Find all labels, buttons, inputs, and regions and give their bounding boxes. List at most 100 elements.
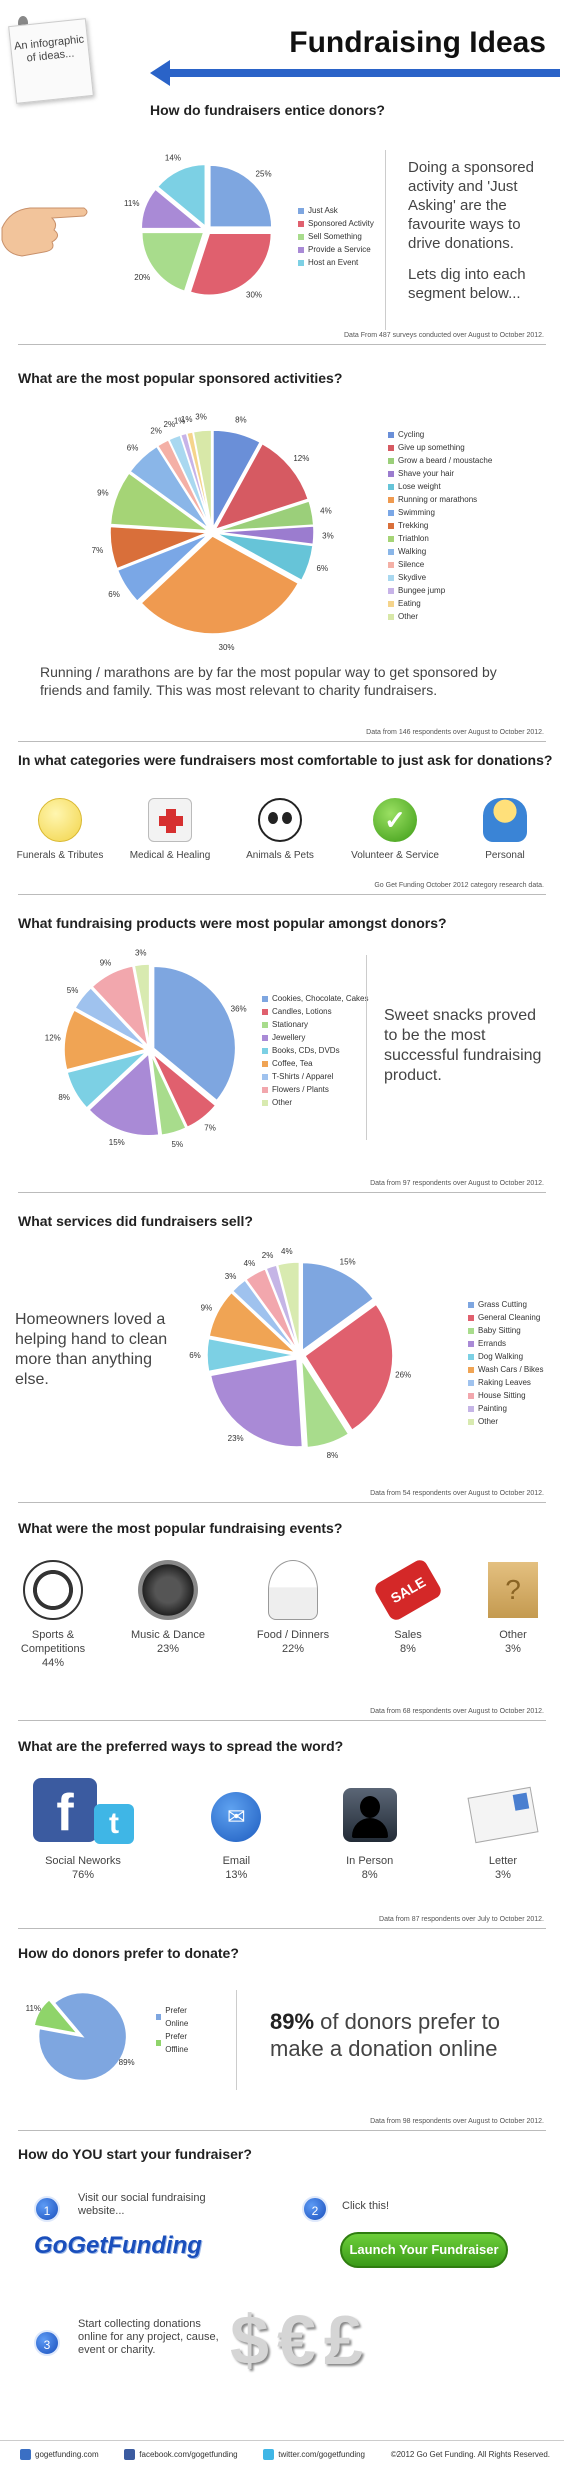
legend-swatch (262, 1034, 268, 1041)
legend-label: House Sitting (478, 1391, 526, 1400)
pound-icon: £ (323, 2301, 363, 2379)
dollar-icon: $ (230, 2301, 269, 2379)
footer-facebook[interactable]: facebook.com/gogetfunding (124, 2449, 238, 2460)
s6-source: Data from 68 respondents over August to … (370, 1708, 544, 1715)
pie-label: 4% (244, 1259, 256, 1268)
pie-slice (303, 1303, 394, 1432)
legend-item: Flowers / Plants (262, 1083, 369, 1096)
s9-question: How do YOU start your fundraiser? (18, 2146, 252, 2162)
s4-question: What fundraising products were most popu… (18, 915, 447, 931)
legend-item: Dog Walking (468, 1350, 544, 1363)
s5-pie: 15% 26% 8% 23% 6% 9% 3% 4% 2% 4% (189, 1247, 411, 1460)
channel-label: Email (222, 1855, 251, 1867)
pie-slice (109, 525, 209, 570)
step-3-text: Start collecting donations online for an… (78, 2318, 219, 2356)
launch-fundraiser-button[interactable]: Launch Your Fundraiser (340, 2232, 508, 2268)
first-aid-icon (148, 798, 192, 842)
legend-swatch (298, 259, 304, 266)
title-bar (168, 69, 560, 77)
person-icon (483, 798, 527, 842)
legend-item: Trekking (388, 519, 492, 532)
legend-label: Triathlon (398, 534, 429, 543)
footer-twitter-label[interactable]: twitter.com/gogetfunding (278, 2450, 365, 2459)
legend-swatch (156, 2040, 162, 2046)
legend-swatch (388, 496, 394, 503)
legend-item: Running or marathons (388, 493, 492, 506)
s8-text-body: of donors prefer to make a donation onli… (270, 2009, 500, 2061)
legend-item: Baby Sitting (468, 1324, 544, 1337)
step-2-text: Click this! (342, 2200, 390, 2212)
checkmark-icon: ✓ (373, 798, 417, 842)
event-value: 3% (505, 1643, 521, 1655)
s4-source: Data from 97 respondents over August to … (370, 1180, 544, 1187)
divider (366, 955, 367, 1140)
separator (18, 1928, 546, 1929)
pie-label: 26% (395, 1371, 411, 1380)
currency-symbols-icon: $ € £ (230, 2300, 480, 2400)
event-sales: SALE Sales 8% (363, 1557, 453, 1670)
gogetfunding-logo[interactable]: GoGetFunding (34, 2232, 202, 2259)
legend-swatch (388, 548, 394, 555)
pie-label: 15% (109, 1138, 125, 1147)
legend-label: Errands (478, 1339, 507, 1348)
pie-slice (109, 471, 211, 532)
s3-categories: Funerals & Tributes Medical & Healing An… (10, 798, 550, 861)
channel-value: 3% (495, 1869, 511, 1881)
legend-label: General Cleaning (478, 1313, 541, 1322)
legend-item: Sponsored Activity (298, 217, 374, 230)
pie-label: 2% (164, 420, 176, 429)
footer-copyright: ©2012 Go Get Funding. All Rights Reserve… (391, 2449, 550, 2460)
pie-slice (63, 1008, 149, 1071)
speaker-icon (138, 1560, 198, 1620)
channel-value: 13% (225, 1869, 248, 1881)
legend-swatch (262, 1021, 268, 1028)
legend-label: Swimming (398, 508, 435, 517)
pie-label: 4% (320, 506, 332, 515)
pie-slice (209, 164, 273, 228)
legend-label: Flowers / Plants (272, 1085, 329, 1094)
s5-text: Homeowners loved a helping hand to clean… (15, 1311, 168, 1388)
event-value: 22% (281, 1643, 305, 1655)
legend-label: Grass Cutting (478, 1300, 527, 1309)
legend-swatch (388, 470, 394, 477)
legend-item: Cycling (388, 428, 492, 441)
legend-swatch (388, 587, 394, 594)
legend-label: Jewellery (272, 1033, 306, 1042)
channel-social: f t Social Neworks 76% (18, 1778, 148, 1882)
pie-slice (73, 986, 148, 1049)
pie-label: 30% (219, 643, 235, 652)
divider (236, 1990, 237, 2090)
legend-label: Painting (478, 1404, 507, 1413)
legend-swatch (468, 1366, 474, 1373)
s6-events: Sports & Competitions 44% Music & Dance … (8, 1557, 558, 1670)
pie-label: 25% (256, 169, 272, 178)
footer-facebook-label[interactable]: facebook.com/gogetfunding (139, 2450, 238, 2459)
legend-swatch (468, 1418, 474, 1425)
legend-item: Bungee jump (388, 584, 492, 597)
event-label: Sales (394, 1629, 422, 1641)
legend-item: Eating (388, 597, 492, 610)
pie-label: 5% (67, 986, 79, 995)
s4-pie: 36% 7% 5% 15% 8% 12% 5% 9% 3% (45, 948, 247, 1149)
legend-label: Sponsored Activity (308, 219, 374, 228)
pie-label: 8% (58, 1093, 70, 1102)
legend-label: Bungee jump (398, 586, 446, 595)
legend-label: Dog Walking (478, 1352, 524, 1361)
legend-item: Walking (388, 545, 492, 558)
pie-label: 2% (262, 1251, 274, 1260)
footer-site-label[interactable]: gogetfunding.com (35, 2450, 99, 2459)
s8-text: 89% of donors prefer to make a donation … (270, 2008, 540, 2062)
legend-item: Swimming (388, 506, 492, 519)
globe-icon (20, 2449, 31, 2460)
pie-label: 9% (97, 489, 109, 498)
footer-site[interactable]: gogetfunding.com (20, 2449, 99, 2460)
s3-question: In what categories were fundraisers most… (18, 752, 553, 768)
chef-icon (268, 1560, 318, 1620)
pie-slice (301, 1261, 375, 1353)
legend-swatch (262, 1086, 268, 1093)
s8-pie: 89% 11% (26, 1991, 135, 2082)
separator (18, 1720, 546, 1721)
footer-twitter[interactable]: twitter.com/gogetfunding (263, 2449, 365, 2460)
legend-item: Provide a Service (298, 243, 374, 256)
legend-swatch (388, 457, 394, 464)
